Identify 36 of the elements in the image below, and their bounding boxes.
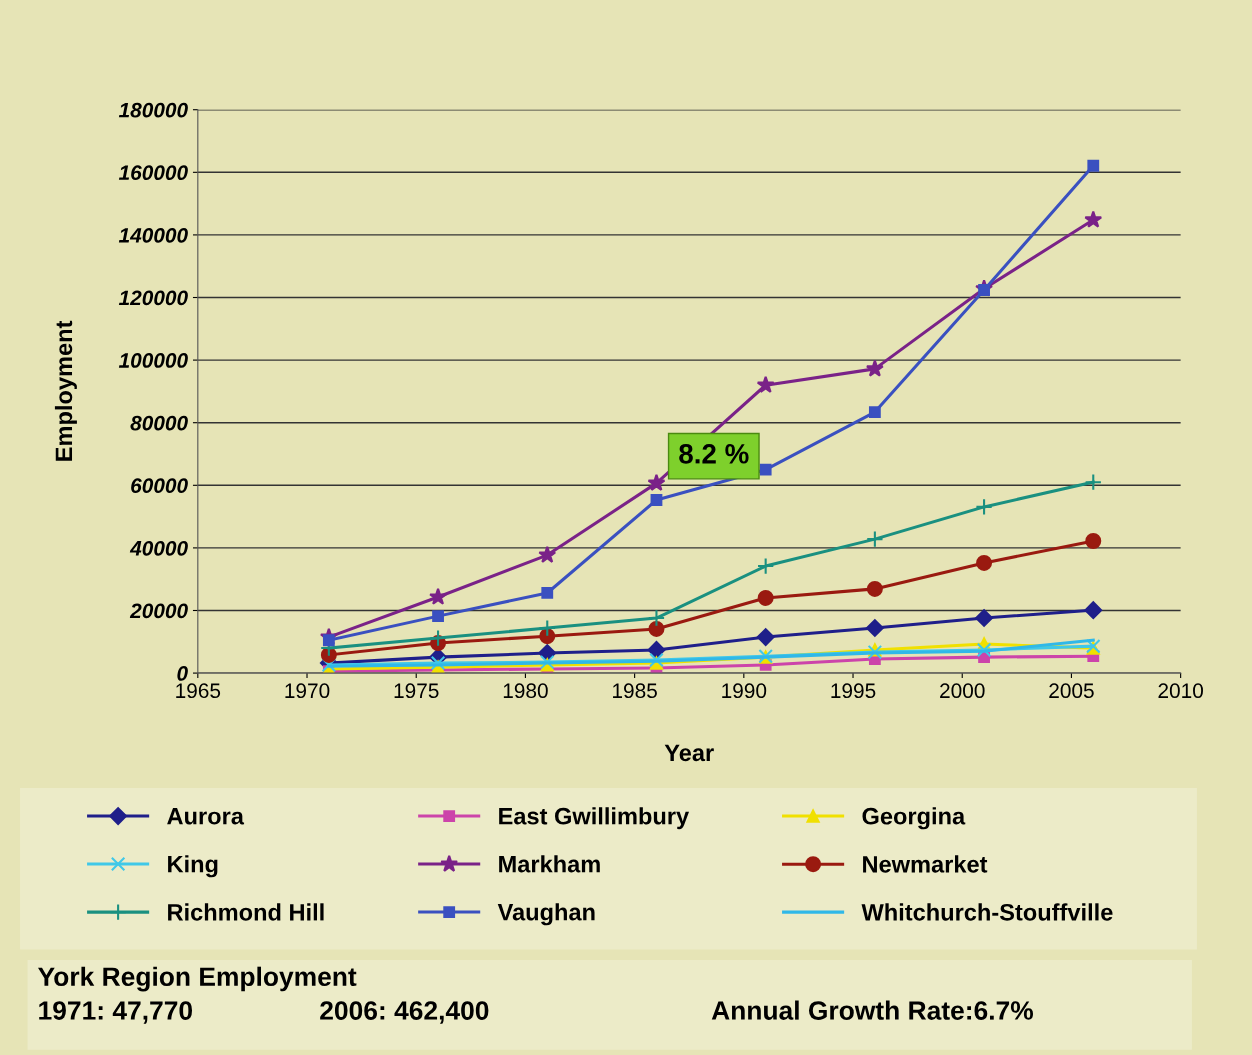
y-axis-title: Employment	[54, 320, 77, 461]
y-tick-label: 80000	[130, 415, 188, 431]
legend-label: Newmarket	[863, 855, 988, 873]
y-tick-label: 160000	[118, 165, 188, 181]
x-tick-label: 2000	[940, 683, 985, 699]
x-axis-title: Year	[664, 744, 714, 762]
y-tick-label: 120000	[118, 290, 188, 306]
y-tick-label: 100000	[118, 353, 188, 368]
text: Annual Growth Rate:6.7%	[711, 1000, 1034, 1020]
y-tick-label: 0	[177, 666, 188, 681]
y-tick-label: 140000	[118, 227, 188, 243]
y-tick-label: 60000	[131, 478, 188, 494]
x-tick-label: 2005	[1049, 683, 1094, 699]
y-tick-label: 180000	[118, 102, 188, 118]
legend-label: Vaughan	[497, 903, 595, 926]
x-tick-label: 1970	[285, 683, 330, 699]
x-tick-label: 1985	[613, 683, 657, 699]
x-tick-label: 1990	[722, 683, 767, 699]
x-tick-label: 1975	[394, 683, 439, 699]
x-tick-label: 1980	[503, 683, 548, 699]
annotation: 8.2 %	[679, 443, 749, 464]
legend-label: Georgina	[862, 807, 966, 830]
legend-label: Richmond Hill	[168, 903, 324, 921]
x-tick-label: 2010	[1158, 683, 1203, 699]
x-tick-label: 1965	[176, 683, 221, 699]
legend-label: Aurora	[167, 808, 245, 825]
legend-label: Whitchurch-Stouffville	[861, 903, 1113, 921]
x-tick-label: 1995	[831, 683, 876, 699]
text: 2006: 462,400	[320, 1001, 489, 1024]
y-tick-label: 20000	[129, 603, 188, 619]
text: York Region Employment	[38, 966, 357, 992]
legend-label: Markham	[499, 855, 600, 873]
y-tick-label: 40000	[129, 540, 188, 556]
legend-label: East Gwillimbury	[499, 807, 690, 830]
legend-label: King	[168, 855, 218, 878]
text: 1971: 47,770	[39, 1001, 193, 1024]
